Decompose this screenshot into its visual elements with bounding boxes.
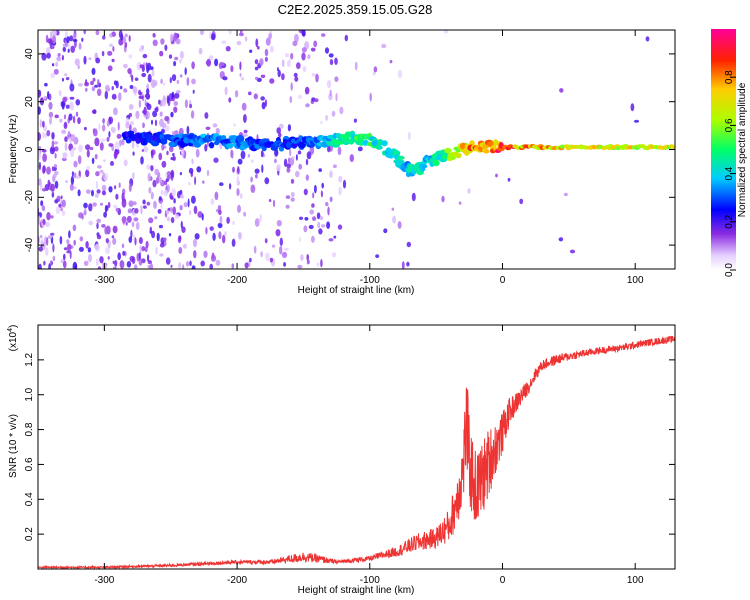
snr-frame <box>37 324 676 570</box>
snr-ylabel: SNR (10 * v/v) <box>8 414 19 478</box>
spectrogram-xlabel: Height of straight line (km) <box>298 285 415 296</box>
snr-ytick-label: 0.8 <box>24 422 35 436</box>
snr-series-line <box>38 335 675 569</box>
spectrogram-xtick-label: 100 <box>627 275 644 286</box>
colorbar-gradient <box>711 29 736 270</box>
colorbar-tick-label: 0.8 <box>724 70 735 84</box>
spectrogram-xtick-label: -300 <box>94 275 114 286</box>
snr-xtick-label: -300 <box>94 575 114 586</box>
snr-xtick-label: -200 <box>227 575 247 586</box>
spectrogram-ytick-label: 40 <box>24 48 35 60</box>
spectrogram-ylabel: Frequency (Hz) <box>8 115 19 184</box>
spectrogram-xtick-label: -200 <box>227 275 247 286</box>
snr-ytick-label: 0.2 <box>24 527 35 541</box>
snr-ytick-label: 0.6 <box>24 457 35 471</box>
spectrogram-ytick-label: -40 <box>24 237 35 252</box>
spectrogram-xtick-label: 0 <box>500 275 506 286</box>
colorbar-tick-label: 0.6 <box>724 118 735 132</box>
snr-xtick-label: 0 <box>500 575 506 586</box>
snr-xtick-label: 100 <box>627 575 644 586</box>
colorbar-label: Normalized spectral amplitude <box>737 82 748 217</box>
spectrogram-ytick-label: -20 <box>24 190 35 205</box>
amplitude-colorbar: 0.0 0.2 0.4 0.6 0.8 Normalized spectral ampl… <box>711 29 748 277</box>
snr-xlabel: Height of straight line (km) <box>298 585 415 596</box>
colorbar-tick-label: 0.0 <box>724 263 735 277</box>
colorbar-tick-label: 0.2 <box>724 214 735 228</box>
spectrogram-ytick-label: 20 <box>24 96 35 108</box>
spectrogram-xtick-label: -100 <box>360 275 380 286</box>
figure-title: C2E2.2025.359.15.05.G28 <box>278 2 433 17</box>
colorbar-tick-label: 0.4 <box>724 166 735 180</box>
snr-ytick-label: 1.2 <box>24 352 35 366</box>
spectrogram-ytick-label: 0 <box>24 146 35 152</box>
snr-ytick-label: 1.0 <box>24 387 35 401</box>
snr-ytick-label: 0.4 <box>24 492 35 506</box>
spectrogram-plot-area <box>38 30 675 269</box>
colorbar-ticks: 0.0 0.2 0.4 0.6 0.8 <box>724 70 736 277</box>
snr-panel: -300 -200 -100 0 100 0.2 0.4 0.6 0.8 1.0 1.2 Heigh… <box>7 324 676 596</box>
snr-xtick-label: -100 <box>360 575 380 586</box>
snr-axes: -300 -200 -100 0 100 0.2 0.4 0.6 0.8 1.0 1.2 <box>24 325 675 586</box>
snr-exponent-label: (x104) <box>7 325 19 352</box>
